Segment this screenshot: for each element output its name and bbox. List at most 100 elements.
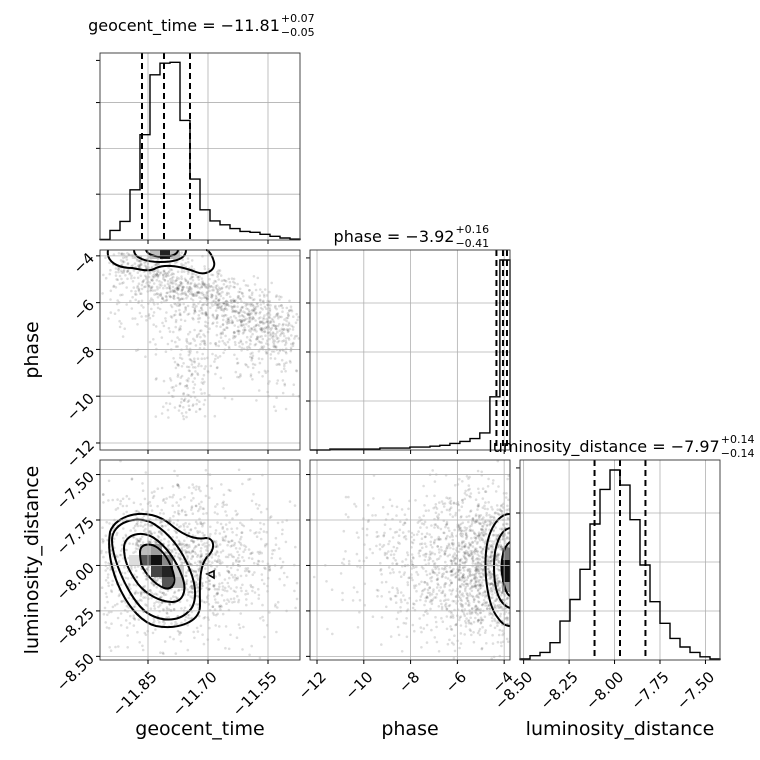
scatter-point xyxy=(183,549,187,552)
scatter-point xyxy=(173,591,176,595)
scatter-point xyxy=(251,303,255,307)
scatter-point xyxy=(195,291,199,295)
scatter-point xyxy=(138,537,142,541)
scatter-point xyxy=(214,613,218,617)
scatter-point xyxy=(224,510,227,513)
scatter-point xyxy=(268,334,272,337)
scatter-point xyxy=(173,547,176,550)
scatter-point xyxy=(187,590,190,594)
scatter-point xyxy=(259,327,262,331)
scatter-point xyxy=(444,536,448,540)
scatter-point xyxy=(161,273,165,277)
scatter-point xyxy=(453,528,456,532)
scatter-point xyxy=(401,560,404,563)
scatter-point xyxy=(242,319,245,323)
scatter-point xyxy=(224,555,228,559)
scatter-point xyxy=(458,558,462,562)
scatter-point xyxy=(260,321,264,324)
scatter-point xyxy=(458,569,462,572)
scatter-point xyxy=(459,531,463,535)
scatter-point xyxy=(152,282,156,285)
scatter-point xyxy=(198,507,201,511)
scatter-point xyxy=(204,285,207,289)
scatter-point xyxy=(274,345,278,349)
scatter-point xyxy=(480,560,484,564)
scatter-point xyxy=(122,599,126,602)
scatter-point xyxy=(229,284,232,288)
scatter-point xyxy=(148,281,152,284)
scatter-point xyxy=(441,574,444,578)
scatter-point xyxy=(483,631,487,634)
scatter-point xyxy=(266,590,269,593)
scatter-point xyxy=(251,332,254,336)
scatter-point xyxy=(193,360,196,363)
scatter-point xyxy=(200,364,203,368)
scatter-point xyxy=(474,569,477,572)
scatter-point xyxy=(173,289,177,293)
scatter-point xyxy=(464,552,467,556)
scatter-point xyxy=(464,619,467,623)
scatter-point xyxy=(174,309,178,313)
scatter-point xyxy=(183,397,187,401)
scatter-point xyxy=(264,543,267,546)
scatter-point xyxy=(137,259,141,263)
scatter-point xyxy=(209,532,212,536)
scatter-point xyxy=(166,544,170,548)
scatter-point xyxy=(184,293,188,296)
scatter-point xyxy=(201,531,204,535)
scatter-point xyxy=(190,508,193,512)
scatter-point xyxy=(186,525,189,528)
scatter-point xyxy=(218,625,221,628)
scatter-point xyxy=(202,293,206,297)
scatter-point xyxy=(237,553,241,557)
scatter-point xyxy=(499,504,503,508)
scatter-point xyxy=(466,551,470,554)
scatter-point xyxy=(120,543,124,547)
scatter-point xyxy=(239,542,242,545)
scatter-point xyxy=(126,262,130,265)
scatter-point xyxy=(179,313,182,317)
scatter-point xyxy=(249,302,252,306)
scatter-point xyxy=(168,285,172,288)
scatter-point xyxy=(241,295,245,298)
scatter-point xyxy=(463,614,467,618)
scatter-point xyxy=(252,275,256,278)
scatter-point xyxy=(426,591,430,595)
scatter-point xyxy=(250,644,253,648)
scatter-point xyxy=(250,328,254,331)
scatter-point xyxy=(453,484,457,487)
scatter-point xyxy=(281,560,285,564)
scatter-point xyxy=(172,297,176,301)
scatter-point xyxy=(132,551,135,554)
scatter-point xyxy=(226,555,230,559)
scatter-point xyxy=(136,544,140,548)
scatter-point xyxy=(326,627,329,631)
scatter-point xyxy=(429,543,433,547)
scatter-point xyxy=(149,288,153,292)
scatter-point xyxy=(237,560,240,563)
scatter-point xyxy=(178,382,182,386)
scatter-point xyxy=(234,316,238,320)
scatter-point xyxy=(413,629,416,633)
scatter-point xyxy=(215,306,219,310)
scatter-point xyxy=(208,579,212,582)
scatter-point xyxy=(294,545,297,549)
scatter-point xyxy=(210,273,213,277)
y-tick-label: −7.50 xyxy=(53,468,98,513)
scatter-point xyxy=(165,608,169,611)
scatter-point xyxy=(150,286,154,290)
scatter-point xyxy=(478,515,481,518)
scatter-point xyxy=(496,604,499,608)
scatter-point xyxy=(288,500,292,503)
scatter-point xyxy=(197,290,200,294)
scatter-point xyxy=(115,554,118,557)
scatter-point xyxy=(194,580,198,584)
scatter-point xyxy=(165,611,169,614)
scatter-point xyxy=(153,602,156,605)
scatter-point xyxy=(436,582,440,586)
scatter-point xyxy=(187,312,191,316)
scatter-point xyxy=(204,580,208,584)
scatter-point xyxy=(221,318,225,322)
scatter-point xyxy=(115,531,119,535)
scatter-point xyxy=(172,290,176,293)
